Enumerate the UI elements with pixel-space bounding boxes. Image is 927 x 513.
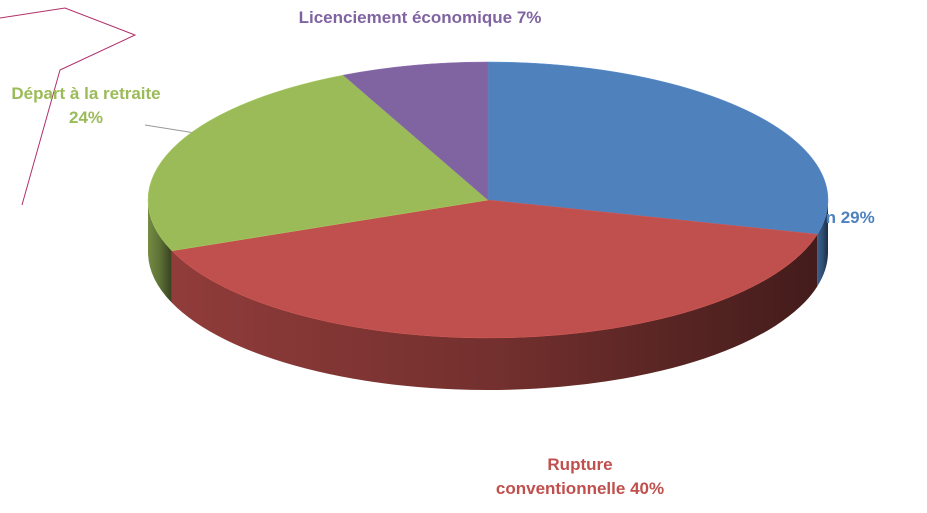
slice-side	[148, 200, 172, 303]
slice	[487, 61, 829, 235]
slice	[171, 199, 818, 339]
value-label: 29%	[840, 208, 875, 227]
slice-side	[817, 200, 828, 287]
data-label: Départ à la retraite 24%	[0, 82, 172, 130]
data-label: Licenciement économique 7%	[250, 6, 590, 30]
category-label: Départ à la retraite	[11, 84, 161, 103]
value-label: 24%	[68, 108, 104, 127]
category-label: Rupture conventionnelle	[495, 455, 626, 498]
slice	[342, 61, 489, 201]
value-label: 40%	[630, 479, 665, 498]
callout-shape	[0, 7, 137, 206]
category-label: Licenciement économique	[298, 8, 513, 27]
slice-side	[171, 234, 818, 391]
leader-line	[144, 124, 196, 134]
data-label: Démission 29%	[750, 206, 925, 230]
data-label: Rupture conventionnelle 40%	[495, 453, 665, 501]
slice	[147, 74, 489, 252]
category-label: Démission	[750, 208, 836, 227]
value-label: 7%	[516, 8, 542, 27]
